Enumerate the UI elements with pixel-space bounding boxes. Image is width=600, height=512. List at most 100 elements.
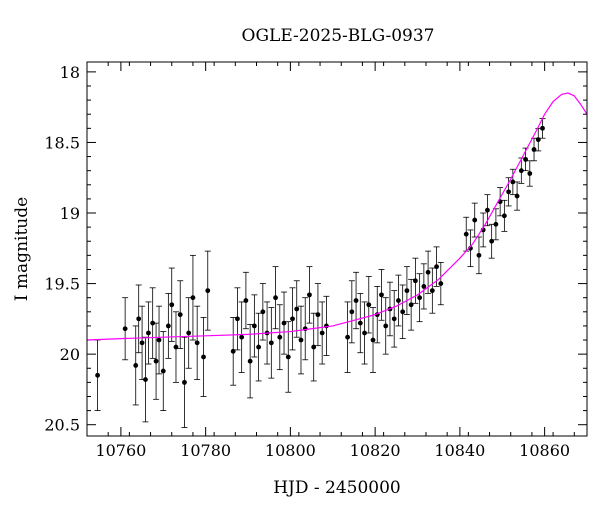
data-point [268, 340, 274, 346]
data-points [95, 125, 545, 385]
data-point [400, 309, 406, 315]
data-point [139, 340, 145, 346]
data-point [476, 252, 482, 258]
data-point [540, 125, 545, 131]
y-tick-labels: 18 18.5 19 19.5 20 20.5 [44, 63, 80, 435]
data-point [353, 298, 359, 303]
data-point [362, 330, 367, 336]
data-point [136, 316, 142, 322]
data-point [150, 320, 156, 326]
data-point [501, 213, 507, 219]
data-point [472, 217, 478, 223]
x-axis-label: HJD - 2450000 [273, 478, 401, 498]
data-point [379, 292, 384, 298]
data-point [247, 358, 253, 364]
data-point [315, 312, 321, 318]
x-tick-label: 10800 [265, 441, 316, 460]
data-point [165, 323, 171, 329]
data-point [434, 264, 439, 270]
data-point [290, 316, 295, 322]
data-point [230, 348, 236, 354]
data-point [277, 334, 283, 340]
data-point [190, 295, 196, 301]
data-point [425, 269, 431, 275]
data-point [506, 189, 512, 195]
data-point [421, 284, 427, 289]
data-point [429, 288, 435, 294]
data-point [243, 298, 249, 303]
data-point [260, 309, 266, 315]
data-point [186, 330, 192, 336]
y-tick-label: 18.5 [44, 133, 80, 152]
data-point [256, 344, 262, 350]
axis-ticks [86, 62, 587, 436]
data-point [383, 323, 389, 329]
data-point [408, 302, 414, 308]
data-point [251, 323, 257, 329]
data-point [177, 312, 183, 318]
data-point [319, 330, 325, 336]
data-point [404, 288, 410, 294]
data-point [489, 238, 495, 244]
data-point [205, 288, 211, 294]
data-point [239, 334, 245, 340]
data-point [527, 171, 533, 176]
data-point [531, 147, 537, 152]
x-tick-label: 10860 [519, 441, 570, 460]
data-point [417, 295, 423, 301]
y-axis-label: I magnitude [12, 197, 32, 301]
x-tick-label: 10760 [95, 441, 146, 460]
model-curve [87, 92, 587, 341]
data-point [493, 221, 499, 227]
data-point [281, 320, 287, 326]
data-point [412, 278, 418, 284]
y-tick-label: 19.5 [44, 275, 80, 294]
data-point [349, 309, 355, 315]
x-tick-label: 10820 [350, 441, 401, 460]
data-point [357, 320, 363, 326]
data-point [153, 358, 159, 364]
data-point [438, 281, 444, 286]
error-bars [94, 118, 546, 428]
data-point [194, 340, 200, 346]
data-point [160, 368, 166, 374]
data-point [523, 156, 528, 162]
y-tick-label: 20 [60, 345, 80, 364]
data-point [302, 326, 308, 332]
y-tick-label: 19 [60, 204, 80, 223]
data-point [169, 302, 175, 308]
x-tick-labels: 10760 10780 10800 10820 10840 10860 [95, 441, 570, 460]
data-point [235, 316, 240, 322]
data-point [485, 207, 490, 213]
x-tick-label: 10780 [180, 441, 231, 460]
plot-frame [86, 61, 588, 437]
data-point [518, 168, 524, 174]
data-point [173, 344, 179, 350]
data-point [366, 302, 372, 308]
x-tick-label: 10840 [434, 441, 485, 460]
data-point [307, 292, 312, 298]
data-point [285, 354, 291, 360]
data-point [345, 334, 350, 340]
data-point [156, 337, 162, 343]
data-point [182, 379, 187, 385]
data-point [510, 179, 516, 185]
data-point [324, 323, 329, 329]
data-point [370, 337, 376, 343]
data-point [391, 316, 397, 322]
data-point [273, 295, 278, 301]
data-point [143, 377, 148, 382]
data-point [396, 298, 401, 303]
data-point [463, 231, 469, 237]
data-point [311, 344, 317, 350]
data-point [514, 193, 520, 199]
data-point [294, 306, 300, 312]
data-point [201, 354, 206, 360]
data-point [535, 137, 541, 143]
y-tick-label: 18 [60, 63, 80, 82]
data-point [133, 363, 139, 368]
chart-title: OGLE-2025-BLG-0937 [242, 26, 435, 46]
data-point [298, 337, 304, 343]
y-tick-label: 20.5 [44, 416, 80, 435]
